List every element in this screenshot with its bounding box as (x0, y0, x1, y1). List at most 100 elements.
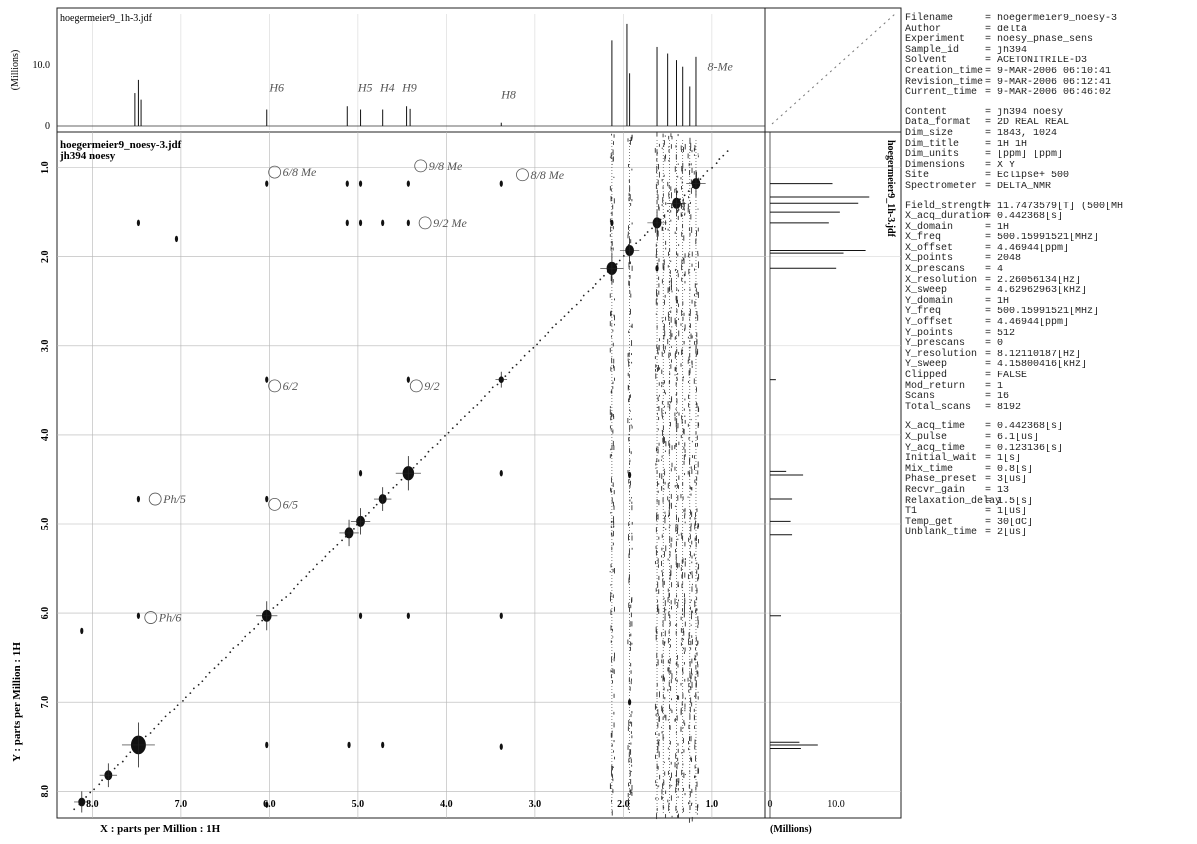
t1-noise-dot (687, 496, 689, 498)
t1-noise-dot (675, 351, 677, 354)
t1-noise-dot (613, 134, 615, 138)
t1-noise-dot (697, 616, 699, 621)
diagonal-dot (718, 158, 721, 160)
t1-noise-dot (684, 473, 686, 476)
diagonal-dot (121, 760, 124, 763)
t1-noise-dot (631, 265, 633, 271)
t1-noise-dot (655, 732, 657, 736)
t1-noise-dot (612, 440, 614, 446)
parameter-value: = 1[us] (985, 507, 1028, 518)
t1-noise-dot (671, 462, 673, 468)
t1-noise-dot (687, 255, 689, 258)
t1-noise-dot (628, 553, 630, 558)
top-projection-ylabel: (Millions) (10, 50, 21, 91)
t1-noise-dot (698, 407, 700, 412)
t1-noise-dot (661, 429, 663, 432)
t1-noise-dot (676, 295, 678, 302)
t1-noise-dot (630, 749, 632, 755)
t1-noise-dot (684, 558, 686, 561)
t1-noise-dot (656, 325, 658, 329)
t1-noise-dot (655, 248, 657, 255)
parameter-row: Initial_wait = 1[s] (905, 454, 1195, 465)
t1-noise-dot (628, 534, 630, 540)
t1-noise-dot (631, 784, 633, 791)
t1-noise-dot (680, 363, 682, 367)
t1-noise-dot (691, 583, 693, 586)
t1-noise-dot (674, 762, 676, 767)
t1-noise-dot (683, 651, 685, 654)
t1-noise-dot (612, 542, 614, 546)
t1-noise-dot (655, 527, 657, 533)
t1-noise-dot (670, 133, 672, 137)
t1-noise-dot (674, 505, 676, 507)
t1-noise-dot (670, 186, 672, 191)
parameter-value: = [ppm] [ppm] (985, 150, 1064, 161)
t1-noise-dot (681, 165, 683, 172)
t1-noise-dot (630, 598, 632, 603)
t1-noise-dot (609, 570, 611, 573)
parameter-row: X_offset = 4.46944[ppm] (905, 243, 1195, 255)
t1-noise-dot (658, 499, 660, 506)
t1-noise-dot (674, 231, 676, 234)
diagonal-dot (508, 371, 511, 374)
t1-noise-dot (683, 446, 685, 450)
t1-noise-dot (610, 532, 612, 536)
t1-noise-dot (668, 667, 670, 673)
t1-noise-dot (681, 751, 683, 754)
y-tick-label: 4.0 (40, 429, 51, 442)
t1-noise-dot (665, 514, 666, 517)
t1-noise-dot (694, 524, 696, 530)
t1-noise-dot (683, 198, 684, 202)
diagonal-dot (241, 639, 244, 642)
t1-noise-dot (694, 466, 696, 470)
t1-noise-dot (613, 521, 615, 526)
diagonal-dot (89, 791, 92, 794)
t1-noise-dot (628, 578, 630, 584)
cross-peak (627, 471, 632, 479)
parameter-value: = 2.26056134[Hz] (985, 275, 1082, 286)
t1-noise-dot (690, 333, 692, 339)
diagonal-dot (395, 483, 398, 486)
t1-noise-dot (610, 153, 612, 159)
t1-noise-dot (684, 415, 686, 418)
t1-noise-dot (663, 327, 665, 332)
t1-noise-dot (682, 787, 684, 792)
t1-noise-dot (697, 470, 699, 475)
t1-noise-dot (688, 784, 690, 789)
parameter-value: = 0 (985, 339, 1004, 350)
parameter-key: Dim_title (905, 138, 960, 150)
t1-noise-dot (683, 509, 685, 512)
t1-noise-dot (696, 597, 698, 601)
parameter-row: Clipped = FALSE (905, 370, 1195, 382)
t1-noise-dot (674, 445, 676, 450)
t1-noise-dot (656, 365, 658, 367)
t1-noise-dot (609, 321, 611, 327)
parameter-row: Phase_preset = 3[us] (905, 475, 1195, 486)
t1-noise-dot (657, 766, 659, 770)
t1-noise-dot (693, 553, 695, 557)
t1-noise-dot (677, 757, 679, 762)
t1-noise-dot (661, 706, 663, 712)
diagonal-dot (289, 592, 292, 595)
t1-noise-dot (669, 270, 671, 274)
parameter-row: Y_points = 512 (905, 328, 1195, 340)
y-tick-label: 8.0 (40, 785, 51, 798)
t1-noise-dot (628, 395, 630, 401)
t1-noise-dot (658, 741, 660, 747)
parameter-value: = 4.46944[ppm] (985, 318, 1070, 329)
t1-noise-dot (630, 778, 632, 785)
t1-noise-dot (683, 460, 685, 465)
t1-noise-dot (670, 679, 672, 684)
t1-noise-dot (669, 593, 670, 597)
t1-noise-dot (628, 720, 630, 726)
diagonal-dot (73, 808, 76, 811)
t1-noise-dot (667, 311, 669, 317)
t1-noise-dot (695, 683, 697, 688)
t1-noise-dot (671, 537, 673, 542)
t1-noise-dot (611, 211, 613, 216)
t1-noise-dot (684, 328, 686, 332)
t1-noise-dot (656, 458, 658, 462)
t1-noise-dot (611, 413, 613, 417)
t1-noise-dot (630, 731, 632, 734)
t1-noise-dot (668, 192, 670, 197)
